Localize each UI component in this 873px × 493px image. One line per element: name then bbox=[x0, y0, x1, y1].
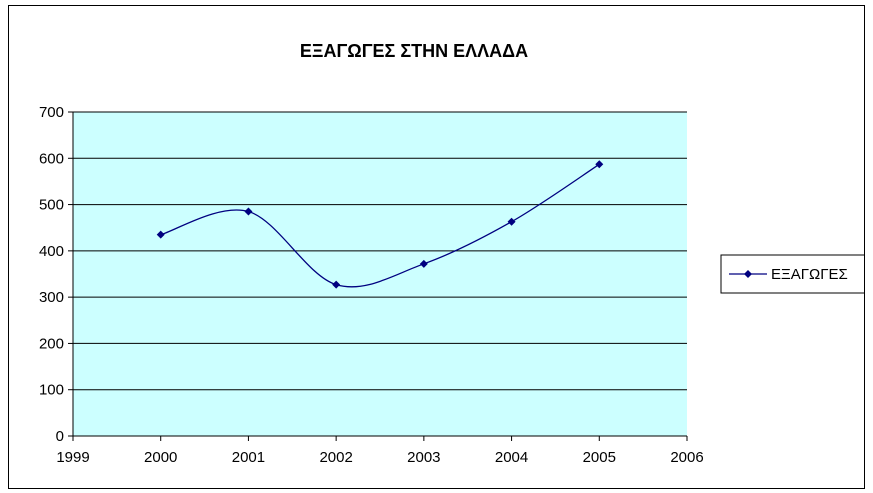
legend-label: ΕΞΑΓΩΓΕΣ bbox=[771, 266, 848, 283]
series-point-2000 bbox=[156, 230, 165, 239]
series-point-2002 bbox=[332, 280, 341, 289]
x-tick-label-2002: 2002 bbox=[319, 449, 352, 466]
y-tick-label-500: 500 bbox=[39, 197, 64, 214]
ticks-layer: 0 100 200 300 400 500 600 700 1999 2000 2001 2002 20… bbox=[39, 104, 704, 466]
legend-marker bbox=[744, 270, 752, 278]
y-tick-label-300: 300 bbox=[39, 289, 64, 306]
x-tick-label-2005: 2005 bbox=[583, 449, 616, 466]
x-tick-label-2001: 2001 bbox=[232, 449, 265, 466]
series-point-2005 bbox=[595, 160, 604, 169]
chart-svg: ΕΞΑΓΩΓΕΣ ΣΤΗΝ ΕΛΛΑΔΑ 0 100 200 300 400 500 600… bbox=[39, 41, 864, 466]
series-point-2004 bbox=[507, 217, 516, 226]
x-tick-label-2000: 2000 bbox=[144, 449, 177, 466]
legend: ΕΞΑΓΩΓΕΣ bbox=[720, 254, 864, 294]
axes-layer bbox=[72, 112, 687, 437]
x-tick-label-2003: 2003 bbox=[407, 449, 440, 466]
chart-frame: ΕΞΑΓΩΓΕΣ ΣΤΗΝ ΕΛΛΑΔΑ 0 100 200 300 400 500 600… bbox=[8, 5, 865, 489]
series-point-2001 bbox=[244, 207, 253, 216]
plot-area bbox=[73, 112, 687, 436]
series-layer bbox=[156, 160, 604, 289]
grid-layer bbox=[73, 111, 687, 391]
x-tick-label-1999: 1999 bbox=[56, 449, 89, 466]
y-tick-label-200: 200 bbox=[39, 335, 64, 352]
series-point-2003 bbox=[419, 259, 428, 268]
y-tick-label-400: 400 bbox=[39, 243, 64, 260]
chart-title: ΕΞΑΓΩΓΕΣ ΣΤΗΝ ΕΛΛΑΔΑ bbox=[300, 41, 528, 61]
series-line-0 bbox=[160, 163, 600, 288]
y-tick-label-700: 700 bbox=[39, 104, 64, 121]
x-tick-label-2006: 2006 bbox=[670, 449, 703, 466]
y-tick-label-600: 600 bbox=[39, 150, 64, 167]
x-tick-label-2004: 2004 bbox=[495, 449, 528, 466]
y-tick-label-100: 100 bbox=[39, 382, 64, 399]
y-tick-label-0: 0 bbox=[56, 428, 64, 445]
